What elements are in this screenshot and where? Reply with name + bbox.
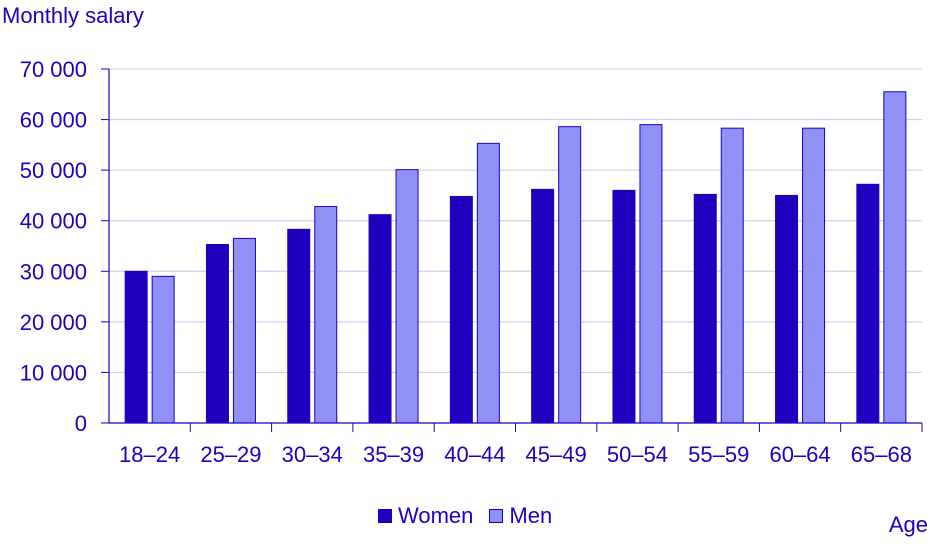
bar-men-30–34	[314, 206, 338, 424]
bar-men-55–59	[720, 127, 744, 424]
bar-men-35–39	[395, 169, 419, 424]
bar-women-55–59	[693, 193, 717, 424]
legend-item-women: Women	[378, 503, 473, 529]
bar-men-40–44	[476, 142, 500, 424]
bar-women-25–29	[205, 243, 229, 424]
x-tick-label: 40–44	[444, 442, 505, 467]
bar-men-60–64	[802, 127, 826, 424]
bar-men-50–54	[639, 124, 663, 424]
bar-men-65–68	[883, 91, 907, 424]
bar-men-25–29	[232, 237, 256, 424]
bar-women-35–39	[368, 214, 392, 424]
legend-item-men: Men	[489, 503, 552, 529]
legend: Women Men	[378, 503, 568, 529]
legend-swatch-men	[489, 509, 504, 523]
bar-women-65–68	[856, 183, 880, 424]
legend-swatch-women	[378, 509, 392, 523]
y-tick-label: 60 000	[20, 108, 87, 133]
x-tick-label: 45–49	[526, 442, 587, 467]
y-tick-label: 0	[75, 411, 87, 436]
x-tick-label: 55–59	[688, 442, 749, 467]
y-tick-label: 70 000	[20, 57, 87, 82]
bar-women-40–44	[449, 195, 473, 424]
legend-label-women: Women	[398, 503, 474, 528]
y-tick-label: 30 000	[20, 259, 87, 284]
bar-women-18–24	[124, 270, 148, 424]
x-tick-label: 30–34	[282, 442, 343, 467]
y-tick-label: 40 000	[20, 209, 87, 234]
bar-women-50–54	[612, 189, 636, 424]
x-tick-label: 60–64	[769, 442, 830, 467]
x-tick-label: 65–68	[851, 442, 912, 467]
x-tick-label: 25–29	[200, 442, 261, 467]
x-axis-title: Age	[888, 512, 928, 537]
bar-men-45–49	[558, 126, 582, 424]
y-tick-label: 20 000	[20, 310, 87, 335]
y-axis-title: Monthly salary	[2, 3, 144, 28]
y-tick-label: 10 000	[20, 360, 87, 385]
x-tick-label: 50–54	[607, 442, 668, 467]
x-tick-label: 35–39	[363, 442, 424, 467]
bar-women-45–49	[531, 188, 555, 424]
bar-men-18–24	[151, 275, 175, 424]
bar-women-30–34	[287, 228, 311, 424]
legend-label-men: Men	[509, 503, 553, 528]
y-tick-label: 50 000	[20, 158, 87, 183]
bar-women-60–64	[775, 194, 799, 424]
x-tick-label: 18–24	[119, 442, 180, 467]
